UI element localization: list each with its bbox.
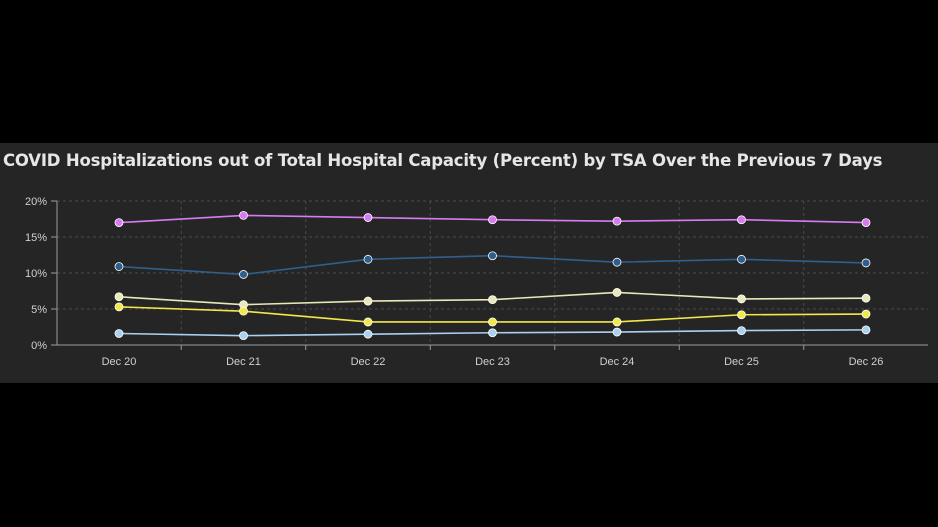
data-point-series-3: [363, 296, 373, 306]
data-point-series-5: [363, 329, 373, 339]
data-point-series-2: [488, 251, 497, 261]
data-point-series-5: [488, 328, 497, 338]
data-point-series-3: [488, 295, 497, 305]
data-point-series-3: [861, 293, 871, 303]
x-tick-label: Dec 26: [849, 356, 884, 368]
data-point-series-3: [612, 288, 622, 297]
x-tick-label: Dec 24: [600, 356, 635, 368]
y-tick-label: 20%: [25, 196, 47, 208]
data-point-series-2: [737, 254, 746, 264]
series-layer: [114, 211, 871, 341]
y-tick-label: 10%: [25, 268, 47, 280]
data-point-series-4: [612, 317, 622, 327]
data-point-series-5: [861, 325, 871, 335]
data-point-series-2: [239, 270, 248, 279]
data-point-series-3: [737, 294, 746, 304]
y-tick-label: 0%: [31, 340, 47, 352]
x-tick-label: Dec 25: [724, 356, 759, 368]
data-point-series-1: [737, 215, 746, 225]
data-point-series-2: [612, 257, 622, 267]
data-point-series-1: [114, 218, 124, 227]
data-point-series-5: [114, 329, 124, 338]
y-tick-label: 15%: [25, 232, 47, 244]
chart-title: COVID Hospitalizations out of Total Hosp…: [3, 151, 883, 170]
data-point-series-4: [861, 309, 871, 319]
data-point-series-4: [114, 302, 124, 312]
data-point-series-2: [861, 258, 871, 268]
data-point-series-1: [239, 211, 248, 220]
chart-panel: COVID Hospitalizations out of Total Hosp…: [0, 143, 938, 383]
data-point-series-4: [239, 306, 248, 316]
data-point-series-4: [363, 317, 373, 327]
data-point-series-2: [363, 254, 373, 264]
data-point-series-5: [239, 331, 248, 341]
data-point-series-1: [612, 216, 622, 226]
x-tick-label: Dec 21: [226, 356, 261, 368]
data-point-series-2: [114, 262, 124, 271]
y-tick-label: 5%: [31, 304, 47, 316]
data-point-series-4: [737, 310, 746, 320]
x-tick-label: Dec 22: [351, 356, 386, 368]
data-point-series-3: [114, 292, 124, 302]
axis-layer: [51, 200, 928, 350]
data-point-series-5: [612, 327, 622, 337]
data-point-series-4: [488, 317, 497, 327]
x-tick-label: Dec 23: [475, 356, 510, 368]
label-layer: 0% 5% 10% 15% 20% Dec 20 Dec 21 Dec 22 Dec 23 Dec…: [25, 196, 883, 368]
data-point-series-1: [488, 215, 497, 225]
x-tick-label: Dec 20: [102, 356, 137, 368]
data-point-series-1: [363, 213, 373, 222]
data-point-series-5: [737, 326, 746, 336]
data-point-series-1: [861, 218, 871, 227]
line-chart: 0% 5% 10% 15% 20% Dec 20 Dec 21 Dec 22 Dec 23 Dec…: [25, 196, 928, 368]
